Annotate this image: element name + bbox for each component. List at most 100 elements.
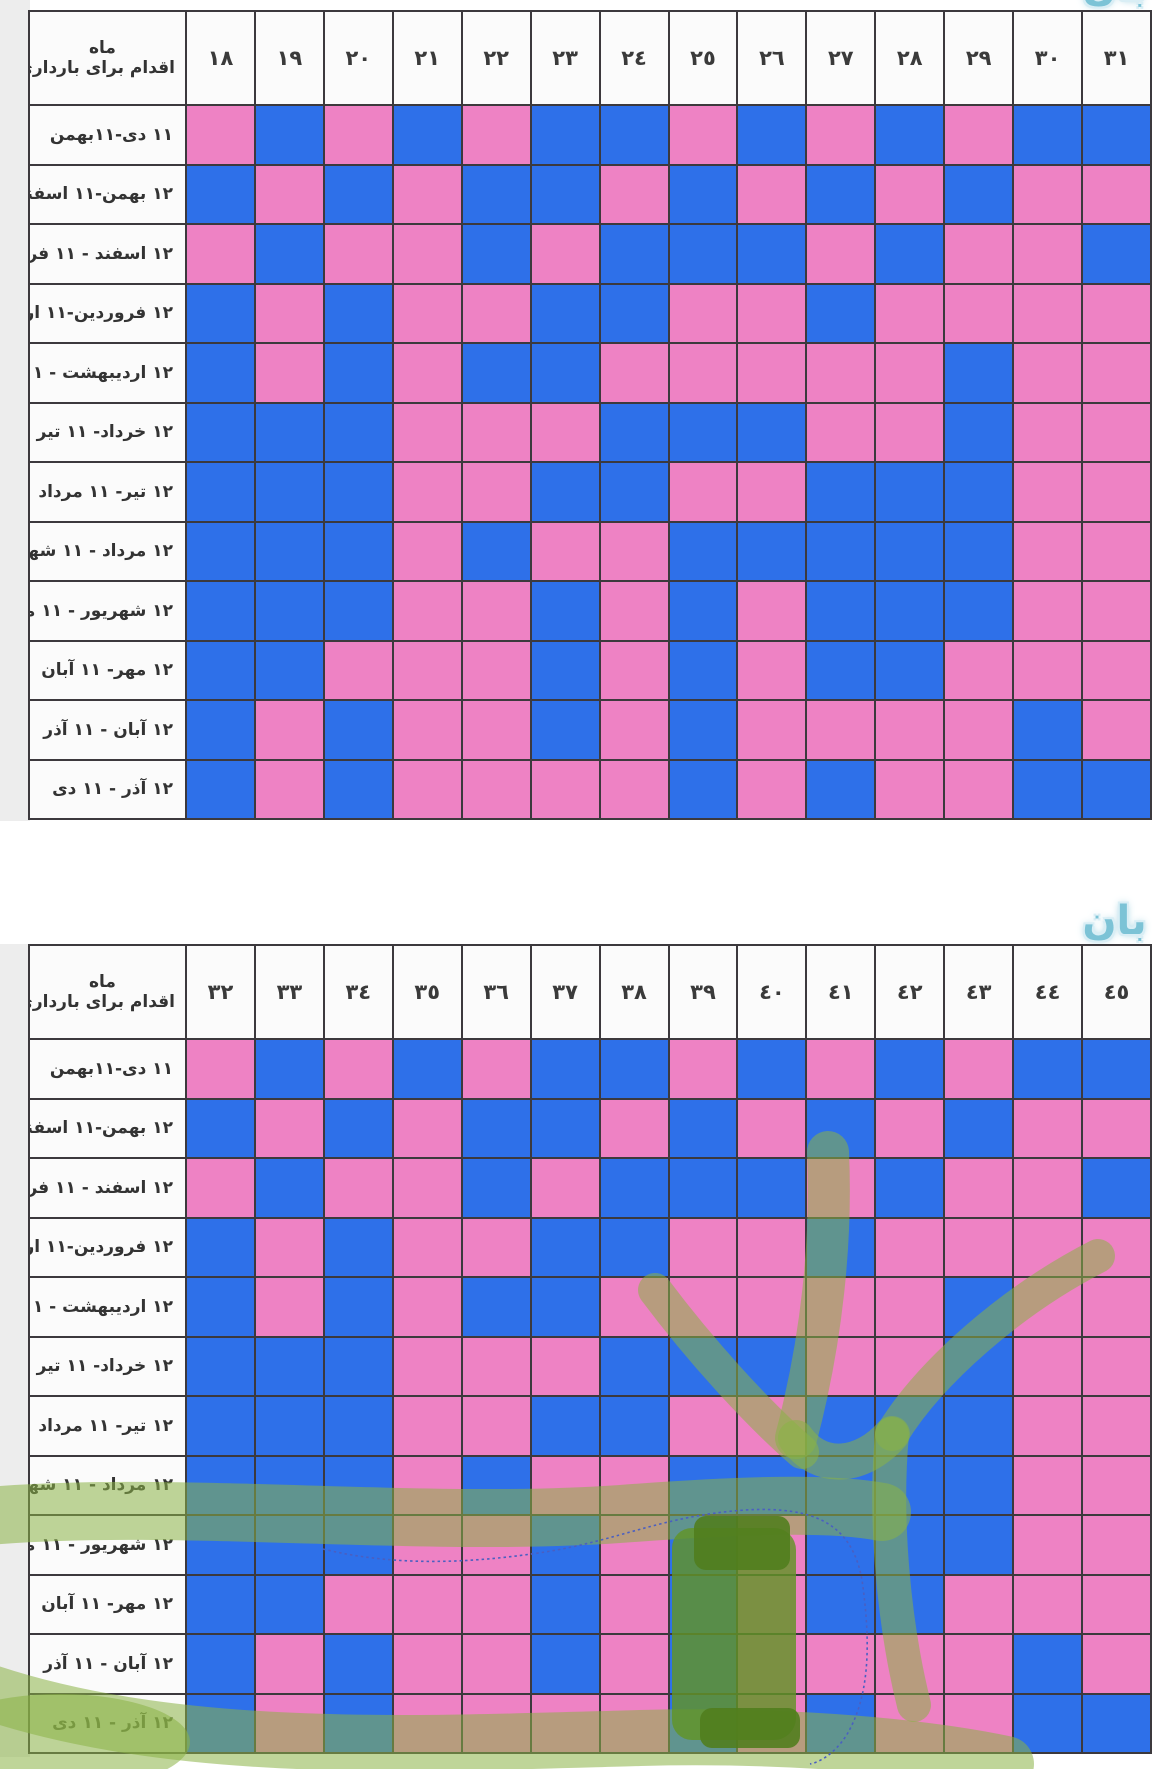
girl-cell <box>393 1159 461 1217</box>
boy-cell <box>531 1099 599 1157</box>
boy-cell <box>531 1635 599 1693</box>
boy-cell <box>738 522 806 580</box>
girl-cell <box>393 225 461 283</box>
boy-cell <box>255 1397 323 1455</box>
age-column-header: ۲۳ <box>531 12 599 104</box>
boy-cell <box>255 1337 323 1395</box>
girl-cell <box>187 106 254 164</box>
girl-cell <box>600 1694 668 1752</box>
boy-cell <box>187 1099 254 1157</box>
boy-cell <box>600 106 668 164</box>
age-column-header: ۳۲ <box>187 946 254 1038</box>
girl-cell <box>876 1278 944 1336</box>
boy-cell <box>255 582 323 640</box>
boy-cell <box>255 641 323 699</box>
age-column-header: ۱۸ <box>187 12 254 104</box>
boy-cell <box>187 582 254 640</box>
month-row-label: ۱۱ دی-۱۱بهمن <box>30 1040 185 1098</box>
boy-cell <box>531 1516 599 1574</box>
girl-cell <box>738 701 806 759</box>
boy-cell <box>531 701 599 759</box>
boy-cell <box>324 1635 392 1693</box>
boy-cell <box>531 1575 599 1633</box>
girl-cell <box>738 344 806 402</box>
boy-cell <box>531 463 599 521</box>
boy-cell <box>324 1218 392 1276</box>
boy-cell <box>807 284 875 342</box>
girl-cell <box>255 1635 323 1693</box>
girl-cell <box>1014 284 1082 342</box>
boy-cell <box>255 1456 323 1514</box>
boy-cell <box>255 522 323 580</box>
girl-cell <box>187 1159 254 1217</box>
boy-cell <box>669 641 737 699</box>
girl-cell <box>738 1099 806 1157</box>
boy-cell <box>669 165 737 223</box>
girl-cell <box>600 165 668 223</box>
girl-cell <box>669 1218 737 1276</box>
month-row-label: ۱۲ اردیبهشت - ۱۱ خرداد <box>30 344 185 402</box>
girl-cell <box>462 760 530 818</box>
age-column-header: ۲۰ <box>324 12 392 104</box>
boy-cell <box>187 1694 254 1752</box>
girl-cell <box>255 165 323 223</box>
boy-cell <box>1083 1040 1150 1098</box>
girl-cell <box>738 1694 806 1752</box>
boy-cell <box>600 1397 668 1455</box>
month-row-label: ۱۲ بهمن-۱۱ اسفند <box>30 165 185 223</box>
boy-cell <box>462 1456 530 1514</box>
age-column-header: ۲٦ <box>738 12 806 104</box>
girl-cell <box>393 1456 461 1514</box>
girl-cell <box>255 701 323 759</box>
girl-cell <box>531 1456 599 1514</box>
boy-cell <box>876 1575 944 1633</box>
boy-cell <box>945 1456 1013 1514</box>
girl-cell <box>738 1278 806 1336</box>
boy-cell <box>876 1456 944 1514</box>
age-column-header: ۳۰ <box>1014 12 1082 104</box>
boy-cell <box>669 1635 737 1693</box>
boy-cell <box>669 1337 737 1395</box>
girl-cell <box>1083 403 1150 461</box>
age-column-header: ۳۹ <box>669 946 737 1038</box>
girl-cell <box>462 463 530 521</box>
boy-cell <box>324 344 392 402</box>
girl-cell <box>1083 1337 1150 1395</box>
girl-cell <box>393 344 461 402</box>
boy-cell <box>600 225 668 283</box>
boy-cell <box>531 344 599 402</box>
girl-cell <box>669 1278 737 1336</box>
boy-cell <box>187 344 254 402</box>
girl-cell <box>807 225 875 283</box>
niniban-watermark-bottom: نی بان <box>1082 898 1152 944</box>
boy-cell <box>876 1397 944 1455</box>
girl-cell <box>1083 1099 1150 1157</box>
boy-cell <box>393 1040 461 1098</box>
table-header-label: ماه اقدام برای بارداری <box>30 12 185 104</box>
boy-cell <box>324 463 392 521</box>
girl-cell <box>1014 522 1082 580</box>
girl-cell <box>393 1218 461 1276</box>
month-row-label: ۱۲ آبان - ۱۱ آذر <box>30 1635 185 1693</box>
boy-cell <box>600 1218 668 1276</box>
age-column-header: ٤۰ <box>738 946 806 1038</box>
boy-cell <box>669 1694 737 1752</box>
boy-cell <box>255 1040 323 1098</box>
boy-cell <box>1014 760 1082 818</box>
girl-cell <box>1083 1635 1150 1693</box>
boy-cell <box>187 641 254 699</box>
boy-cell <box>807 582 875 640</box>
month-row-label: ۱۲ بهمن-۱۱ اسفند <box>30 1099 185 1157</box>
boy-cell <box>324 165 392 223</box>
month-row-label: ۱۲ تیر- ۱۱ مرداد <box>30 1397 185 1455</box>
boy-cell <box>531 1278 599 1336</box>
girl-cell <box>531 760 599 818</box>
boy-cell <box>462 225 530 283</box>
boy-cell <box>531 106 599 164</box>
boy-cell <box>255 1159 323 1217</box>
boy-cell <box>876 225 944 283</box>
boy-cell <box>324 522 392 580</box>
boy-cell <box>255 1575 323 1633</box>
age-column-header: ۳٦ <box>462 946 530 1038</box>
girl-cell <box>462 1635 530 1693</box>
